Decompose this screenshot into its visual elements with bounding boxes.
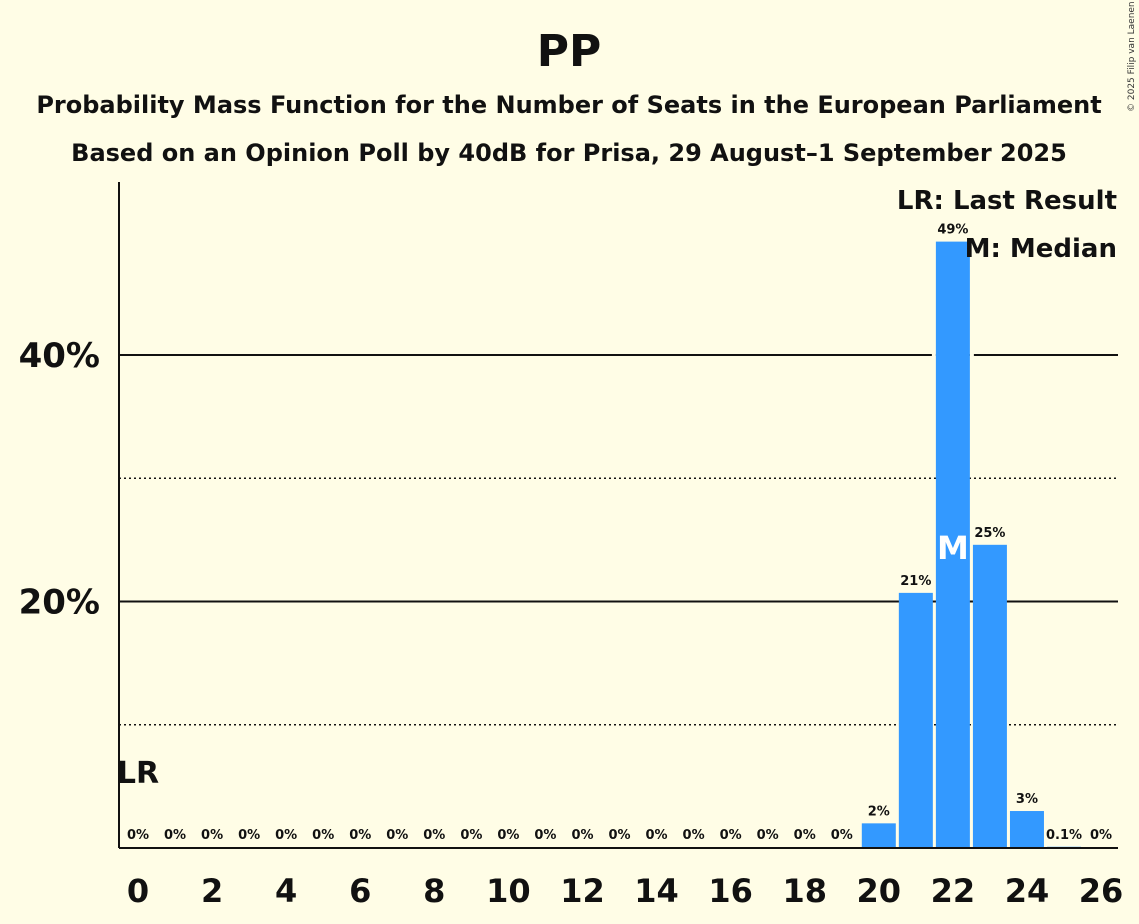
bar-value-label: 0% [683, 828, 705, 843]
axes [118, 182, 1118, 849]
y-tick-label: 20% [19, 583, 100, 623]
x-tick-label: 18 [782, 872, 827, 910]
x-tick-label: 24 [1005, 872, 1050, 910]
x-tick-label: 16 [708, 872, 753, 910]
bar-value-label: 3% [1016, 792, 1038, 807]
bar-value-label: 49% [937, 223, 968, 238]
y-tick-label: 40% [19, 336, 100, 376]
bar-value-label: 0% [127, 828, 149, 843]
bar-value-label: 0% [275, 828, 297, 843]
bar-value-label: 0% [646, 828, 668, 843]
bar-value-label: 0% [534, 828, 556, 843]
bar-value-label: 0% [201, 828, 223, 843]
legend-last-result: LR: Last Result [897, 186, 1117, 216]
bar-value-label: 0% [757, 828, 779, 843]
copyright-note: © 2025 Filip van Laenen [1127, 1, 1137, 112]
x-tick-label: 10 [486, 872, 531, 910]
x-tick-label: 12 [560, 872, 605, 910]
x-tick-label: 2 [201, 872, 223, 910]
chart-subtitle: Probability Mass Function for the Number… [36, 91, 1101, 119]
bar-value-label: 0% [238, 828, 260, 843]
bar-value-label: 0% [312, 828, 334, 843]
x-tick-label: 20 [857, 872, 902, 910]
bar-value-label: 0% [386, 828, 408, 843]
labels: 20%40%0% 0% 0% 0% 0% 0% 0% 0% 0% 0% 0% 0% 0% 0% 0% 0% 0%… [19, 223, 1124, 910]
bar-seat-23 [972, 544, 1007, 848]
bar-value-label: 2% [868, 804, 890, 819]
bar-seat-22 [935, 241, 970, 849]
legend-median: M: Median [965, 234, 1117, 264]
bar-value-label: 0% [831, 828, 853, 843]
median-marker: M [937, 529, 969, 567]
x-tick-label: 6 [349, 872, 371, 910]
bar-value-label: 0% [460, 828, 482, 843]
x-tick-label: 8 [423, 872, 445, 910]
bar-value-label: 0% [608, 828, 630, 843]
x-tick-label: 26 [1079, 872, 1124, 910]
chart-subtitle-poll: Based on an Opinion Poll by 40dB for Pri… [71, 139, 1067, 167]
bar-value-label: 0% [349, 828, 371, 843]
bar-value-label: 25% [974, 526, 1005, 541]
median-gap-right [969, 353, 974, 357]
bar-value-label: 0.1% [1046, 828, 1082, 843]
bar-value-label: 0% [423, 828, 445, 843]
bar-value-label: 0% [1090, 828, 1112, 843]
x-tick-label: 14 [634, 872, 679, 910]
x-tick-label: 4 [275, 872, 297, 910]
bar-seat-20 [861, 823, 896, 848]
bar-value-label: 0% [571, 828, 593, 843]
bar-value-label: 21% [900, 574, 931, 589]
bar-value-label: 0% [720, 828, 742, 843]
last-result-marker: LR [117, 756, 159, 791]
chart-title: PP [537, 26, 602, 77]
bar-value-label: 0% [164, 828, 186, 843]
median-gap-left [931, 353, 936, 357]
bar-seat-21 [898, 592, 933, 848]
x-tick-label: 22 [931, 872, 976, 910]
bar-seat-24 [1009, 811, 1044, 848]
x-tick-label: 0 [127, 872, 149, 910]
bars [861, 241, 1081, 849]
bar-value-label: 0% [794, 828, 816, 843]
bar-value-label: 0% [497, 828, 519, 843]
